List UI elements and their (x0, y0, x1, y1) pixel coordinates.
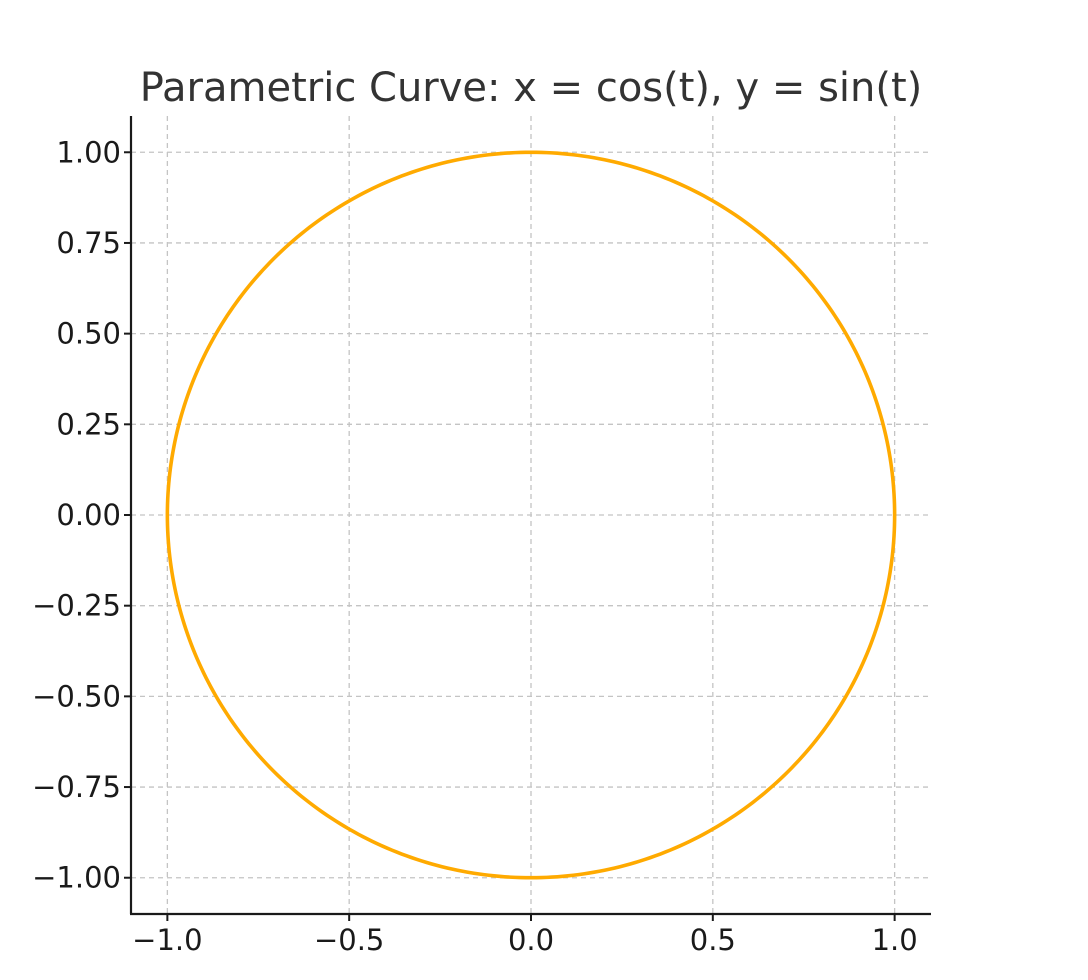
x-tick-label: −1.0 (132, 923, 202, 957)
y-tick-label: −1.00 (32, 861, 121, 895)
grid (131, 116, 931, 914)
y-tick-label: 0.75 (56, 226, 121, 260)
y-tick-label: −0.25 (32, 589, 121, 623)
y-tick-label: 0.25 (56, 407, 121, 441)
y-tick-label: 1.00 (56, 135, 121, 169)
series-group (165, 150, 897, 880)
x-ticks: −1.0 −0.5 0.0 0.5 1.0 (132, 914, 918, 957)
y-tick-label: −0.50 (32, 679, 121, 713)
y-tick-label: −0.75 (32, 770, 121, 804)
y-tick-label: 0.50 (56, 317, 121, 351)
y-ticks: 1.00 0.75 0.50 0.25 0.00 −0.25 −0.50 −0.75 −1.00 (32, 135, 131, 895)
series-line-0 (165, 150, 897, 880)
x-tick-label: −0.5 (314, 923, 384, 957)
y-tick-label: 0.00 (56, 498, 121, 532)
x-tick-label: 0.0 (508, 923, 554, 957)
x-tick-label: 0.5 (690, 923, 736, 957)
x-tick-label: 1.0 (872, 923, 918, 957)
chart-title: Parametric Curve: x = cos(t), y = sin(t) (140, 65, 923, 111)
